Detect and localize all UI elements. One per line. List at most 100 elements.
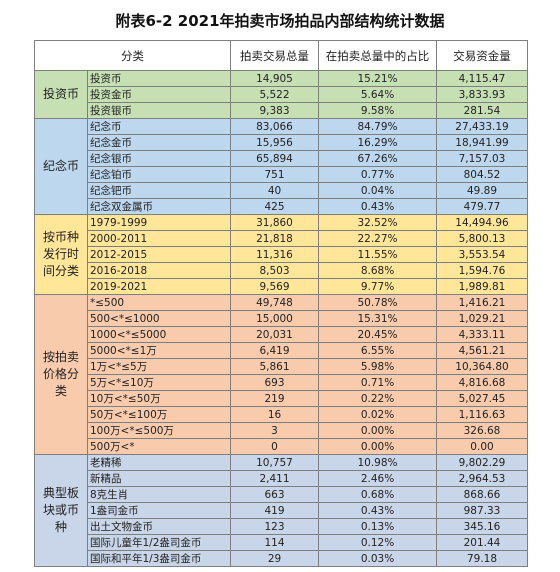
value-cell: 0.71% <box>318 374 437 391</box>
value-cell: 14,905 <box>230 70 319 87</box>
value-cell: 9,383 <box>230 102 319 119</box>
value-cell: 15.31% <box>318 310 437 327</box>
value-cell: 84.79% <box>318 118 437 135</box>
item-name: 纪念铂币 <box>87 166 231 183</box>
table-row: 1万<*≤5万 5,861 5.98% 10,364.80 <box>34 358 528 375</box>
header-row: 分类 拍卖交易总量 在拍卖总量中的占比 交易资金量 <box>34 40 528 71</box>
value-cell: 27,433.19 <box>436 118 528 135</box>
item-name: 2019-2021 <box>87 278 231 295</box>
value-cell: 83,066 <box>230 118 319 135</box>
item-name: 投资金币 <box>87 86 231 103</box>
item-name: 国际儿童年1/2盎司金币 <box>87 534 231 551</box>
header-cell: 交易资金量 <box>436 40 528 71</box>
value-cell: 79.18 <box>436 550 528 567</box>
value-cell: 0.43% <box>318 198 437 215</box>
table-row: 典型板块或币种 老精稀 10,757 10.98% 9,802.29 <box>34 454 528 567</box>
table-row: 国际和平年1/3盎司金币 29 0.03% 79.18 <box>34 550 528 567</box>
header-cell: 分类 <box>34 40 231 71</box>
table-row: 2019-2021 9,569 9.77% 1,989.81 <box>34 278 528 295</box>
value-cell: 3 <box>230 422 319 439</box>
value-cell: 751 <box>230 166 319 183</box>
value-cell: 9,802.29 <box>436 454 528 471</box>
item-name: 5万<*≤10万 <box>87 374 231 391</box>
table-row: 纪念币 纪念币 83,066 84.79% 27,433.19 <box>34 118 528 215</box>
table-row: 纪念金币 15,956 16.29% 18,941.99 <box>34 134 528 151</box>
value-cell: 10.98% <box>318 454 437 471</box>
value-cell: 5.64% <box>318 86 437 103</box>
value-cell: 0.68% <box>318 486 437 503</box>
group-label: 按拍卖价格分类 <box>34 294 88 455</box>
table-body: 投资币 投资币 14,905 15.21% 4,115.47 投资金币 5,522 5.64%… <box>34 70 528 567</box>
group-label: 投资币 <box>34 70 88 119</box>
value-cell: 6,419 <box>230 342 319 359</box>
item-name: 纪念双金属币 <box>87 198 231 215</box>
value-cell: 0.02% <box>318 406 437 423</box>
table-row: 500<*≤1000 15,000 15.31% 1,029.21 <box>34 310 528 327</box>
value-cell: 11.55% <box>318 246 437 263</box>
group-label: 典型板块或币种 <box>34 454 88 567</box>
value-cell: 693 <box>230 374 319 391</box>
table-row: 出土文物金币 123 0.13% 345.16 <box>34 518 528 535</box>
group-label: 纪念币 <box>34 118 88 215</box>
table-row: 2016-2018 8,503 8.68% 1,594.76 <box>34 262 528 279</box>
group-label: 按币种发行时间分类 <box>34 214 88 295</box>
value-cell: 20,031 <box>230 326 319 343</box>
value-cell: 0.77% <box>318 166 437 183</box>
value-cell: 18,941.99 <box>436 134 528 151</box>
item-name: 100万<*≤500万 <box>87 422 231 439</box>
value-cell: 425 <box>230 198 319 215</box>
value-cell: 9.77% <box>318 278 437 295</box>
value-cell: 201.44 <box>436 534 528 551</box>
value-cell: 50.78% <box>318 294 437 311</box>
value-cell: 2,964.53 <box>436 470 528 487</box>
value-cell: 1,989.81 <box>436 278 528 295</box>
value-cell: 16.29% <box>318 134 437 151</box>
value-cell: 3,833.93 <box>436 86 528 103</box>
value-cell: 16 <box>230 406 319 423</box>
value-cell: 0 <box>230 438 319 455</box>
item-name: 1000<*≤5000 <box>87 326 231 343</box>
item-name: 50万<*≤100万 <box>87 406 231 423</box>
table-row: 投资金币 5,522 5.64% 3,833.93 <box>34 86 528 103</box>
item-name: 2012-2015 <box>87 246 231 263</box>
value-cell: 345.16 <box>436 518 528 535</box>
value-cell: 2,411 <box>230 470 319 487</box>
value-cell: 0.12% <box>318 534 437 551</box>
value-cell: 14,494.96 <box>436 214 528 231</box>
value-cell: 5,522 <box>230 86 319 103</box>
item-name: 1979-1999 <box>87 214 231 231</box>
item-name: 5000<*≤1万 <box>87 342 231 359</box>
value-cell: 1,029.21 <box>436 310 528 327</box>
table-row: 8克生肖 663 0.68% 868.66 <box>34 486 528 503</box>
value-cell: 21,818 <box>230 230 319 247</box>
value-cell: 804.52 <box>436 166 528 183</box>
value-cell: 219 <box>230 390 319 407</box>
value-cell: 281.54 <box>436 102 528 119</box>
value-cell: 67.26% <box>318 150 437 167</box>
value-cell: 4,816.68 <box>436 374 528 391</box>
value-cell: 22.27% <box>318 230 437 247</box>
value-cell: 123 <box>230 518 319 535</box>
value-cell: 5,861 <box>230 358 319 375</box>
value-cell: 419 <box>230 502 319 519</box>
value-cell: 32.52% <box>318 214 437 231</box>
item-name: 500万<* <box>87 438 231 455</box>
table-row: 100万<*≤500万 3 0.00% 326.68 <box>34 422 528 439</box>
value-cell: 9,569 <box>230 278 319 295</box>
value-cell: 8.68% <box>318 262 437 279</box>
value-cell: 7,157.03 <box>436 150 528 167</box>
value-cell: 0.13% <box>318 518 437 535</box>
value-cell: 0.00% <box>318 422 437 439</box>
table-row: 投资币 投资币 14,905 15.21% 4,115.47 <box>34 70 528 119</box>
table-row: 5万<*≤10万 693 0.71% 4,816.68 <box>34 374 528 391</box>
value-cell: 0.00 <box>436 438 528 455</box>
table-row: 1盎司金币 419 0.43% 987.33 <box>34 502 528 519</box>
value-cell: 15,000 <box>230 310 319 327</box>
value-cell: 5,800.13 <box>436 230 528 247</box>
value-cell: 29 <box>230 550 319 567</box>
value-cell: 326.68 <box>436 422 528 439</box>
value-cell: 9.58% <box>318 102 437 119</box>
value-cell: 15.21% <box>318 70 437 87</box>
table-row: 纪念银币 65,894 67.26% 7,157.03 <box>34 150 528 167</box>
